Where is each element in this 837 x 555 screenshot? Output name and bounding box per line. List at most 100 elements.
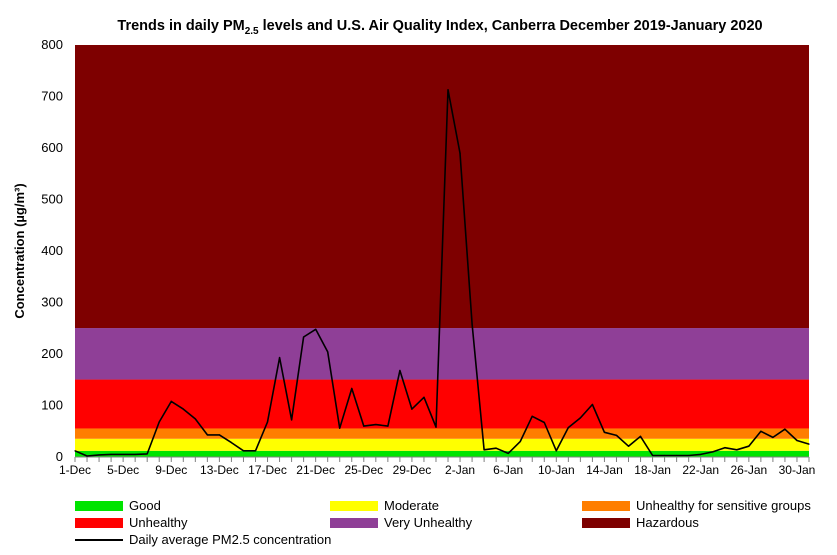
- data-point: [736, 449, 738, 451]
- band-good: [75, 450, 809, 457]
- data-point: [242, 450, 245, 452]
- x-tick-label: 14-Jan: [586, 463, 623, 477]
- x-tick-label: 5-Dec: [107, 463, 139, 477]
- band-very-unhealthy: [75, 328, 809, 380]
- data-point: [327, 351, 329, 353]
- data-point: [760, 430, 762, 432]
- data-point: [615, 434, 618, 436]
- chart-title-main: Trends in daily PM: [117, 18, 244, 34]
- data-point: [459, 152, 461, 154]
- data-point: [555, 450, 557, 452]
- band-moderate: [75, 438, 809, 451]
- x-tick-label: 13-Dec: [200, 463, 239, 477]
- data-point: [86, 455, 88, 457]
- data-point: [688, 454, 690, 457]
- data-point: [170, 400, 172, 402]
- y-tick-label: 600: [41, 140, 63, 155]
- chart-title-subscript: 2.5: [245, 26, 259, 37]
- y-tick-label: 400: [41, 243, 63, 258]
- data-point: [303, 336, 305, 338]
- data-point: [507, 452, 509, 454]
- data-point: [230, 441, 233, 444]
- band-unhealthy: [75, 379, 809, 429]
- data-point: [339, 427, 341, 429]
- data-point: [603, 431, 606, 433]
- data-point: [435, 426, 437, 428]
- series-layer: [74, 89, 810, 457]
- y-tick-label: 500: [41, 192, 63, 207]
- data-point: [218, 434, 220, 436]
- data-point: [664, 454, 666, 457]
- data-point: [387, 425, 389, 427]
- data-point: [627, 445, 630, 447]
- data-point: [182, 408, 184, 410]
- series-line-pm25: [74, 89, 810, 457]
- data-point: [724, 447, 726, 449]
- x-tick-label: 30-Jan: [779, 463, 816, 477]
- x-axis: 1-Dec 5-Dec 9-Dec 13-Dec 17-Dec 21-Dec 25-Dec 2…: [59, 456, 816, 477]
- data-point: [278, 357, 281, 359]
- data-point: [254, 450, 257, 452]
- data-point: [363, 425, 365, 427]
- data-point: [519, 440, 521, 443]
- data-point: [471, 323, 473, 325]
- data-point: [134, 453, 136, 456]
- x-tick-label: 29-Dec: [393, 463, 432, 477]
- data-point: [351, 387, 353, 390]
- y-tick-label: 800: [41, 37, 63, 52]
- data-point: [146, 453, 148, 455]
- data-point: [796, 439, 798, 442]
- x-tick-label: 2-Jan: [445, 463, 475, 477]
- data-point: [315, 328, 317, 330]
- data-point: [543, 421, 545, 424]
- data-point: [784, 428, 786, 430]
- x-tick-label: 26-Jan: [730, 463, 767, 477]
- data-point: [74, 450, 76, 452]
- data-point: [122, 453, 124, 456]
- x-tick-label: 10-Jan: [538, 463, 575, 477]
- x-tick-label: 18-Jan: [634, 463, 671, 477]
- data-point: [639, 435, 642, 437]
- data-point: [447, 89, 449, 91]
- y-tick-label: 0: [56, 449, 63, 464]
- data-point: [194, 418, 196, 420]
- chart-title: Trends in daily PM2.5 levels and U.S. Ai…: [117, 18, 762, 37]
- y-tick-label: 100: [41, 398, 63, 413]
- band-hazardous: [75, 45, 809, 329]
- y-tick-label: 700: [41, 89, 63, 104]
- x-tick-label: 25-Dec: [344, 463, 383, 477]
- data-point: [676, 454, 678, 457]
- x-tick-label: 17-Dec: [248, 463, 287, 477]
- data-point: [712, 451, 714, 453]
- data-point: [206, 434, 208, 436]
- x-tick-label: 1-Dec: [59, 463, 91, 477]
- data-point: [772, 436, 774, 439]
- data-point: [531, 415, 533, 417]
- data-point: [651, 454, 654, 457]
- data-point: [110, 453, 112, 456]
- x-tick-label: 22-Jan: [682, 463, 719, 477]
- y-tick-label: 200: [41, 346, 63, 361]
- y-axis: 0 100 200 300 400 500 600 700 800: [41, 37, 63, 464]
- data-point: [266, 421, 269, 423]
- data-point: [399, 369, 401, 372]
- y-axis-label: Concentration (µg/m³): [12, 183, 27, 318]
- x-tick-label: 21-Dec: [296, 463, 335, 477]
- data-point: [411, 408, 413, 410]
- data-point: [808, 443, 810, 445]
- data-point: [290, 419, 293, 421]
- y-tick-label: 300: [41, 295, 63, 310]
- data-point: [567, 427, 569, 429]
- data-point: [748, 445, 750, 447]
- data-point: [700, 453, 702, 456]
- data-point: [375, 423, 377, 426]
- data-point: [158, 421, 160, 423]
- band-unhealthy-for-sensitive-groups: [75, 428, 809, 439]
- data-point: [423, 396, 425, 398]
- data-point: [495, 447, 497, 449]
- x-tick-label: 6-Jan: [493, 463, 523, 477]
- chart-title-rest: levels and U.S. Air Quality Index, Canbe…: [259, 18, 763, 34]
- data-point: [483, 449, 485, 451]
- data-point: [579, 417, 581, 419]
